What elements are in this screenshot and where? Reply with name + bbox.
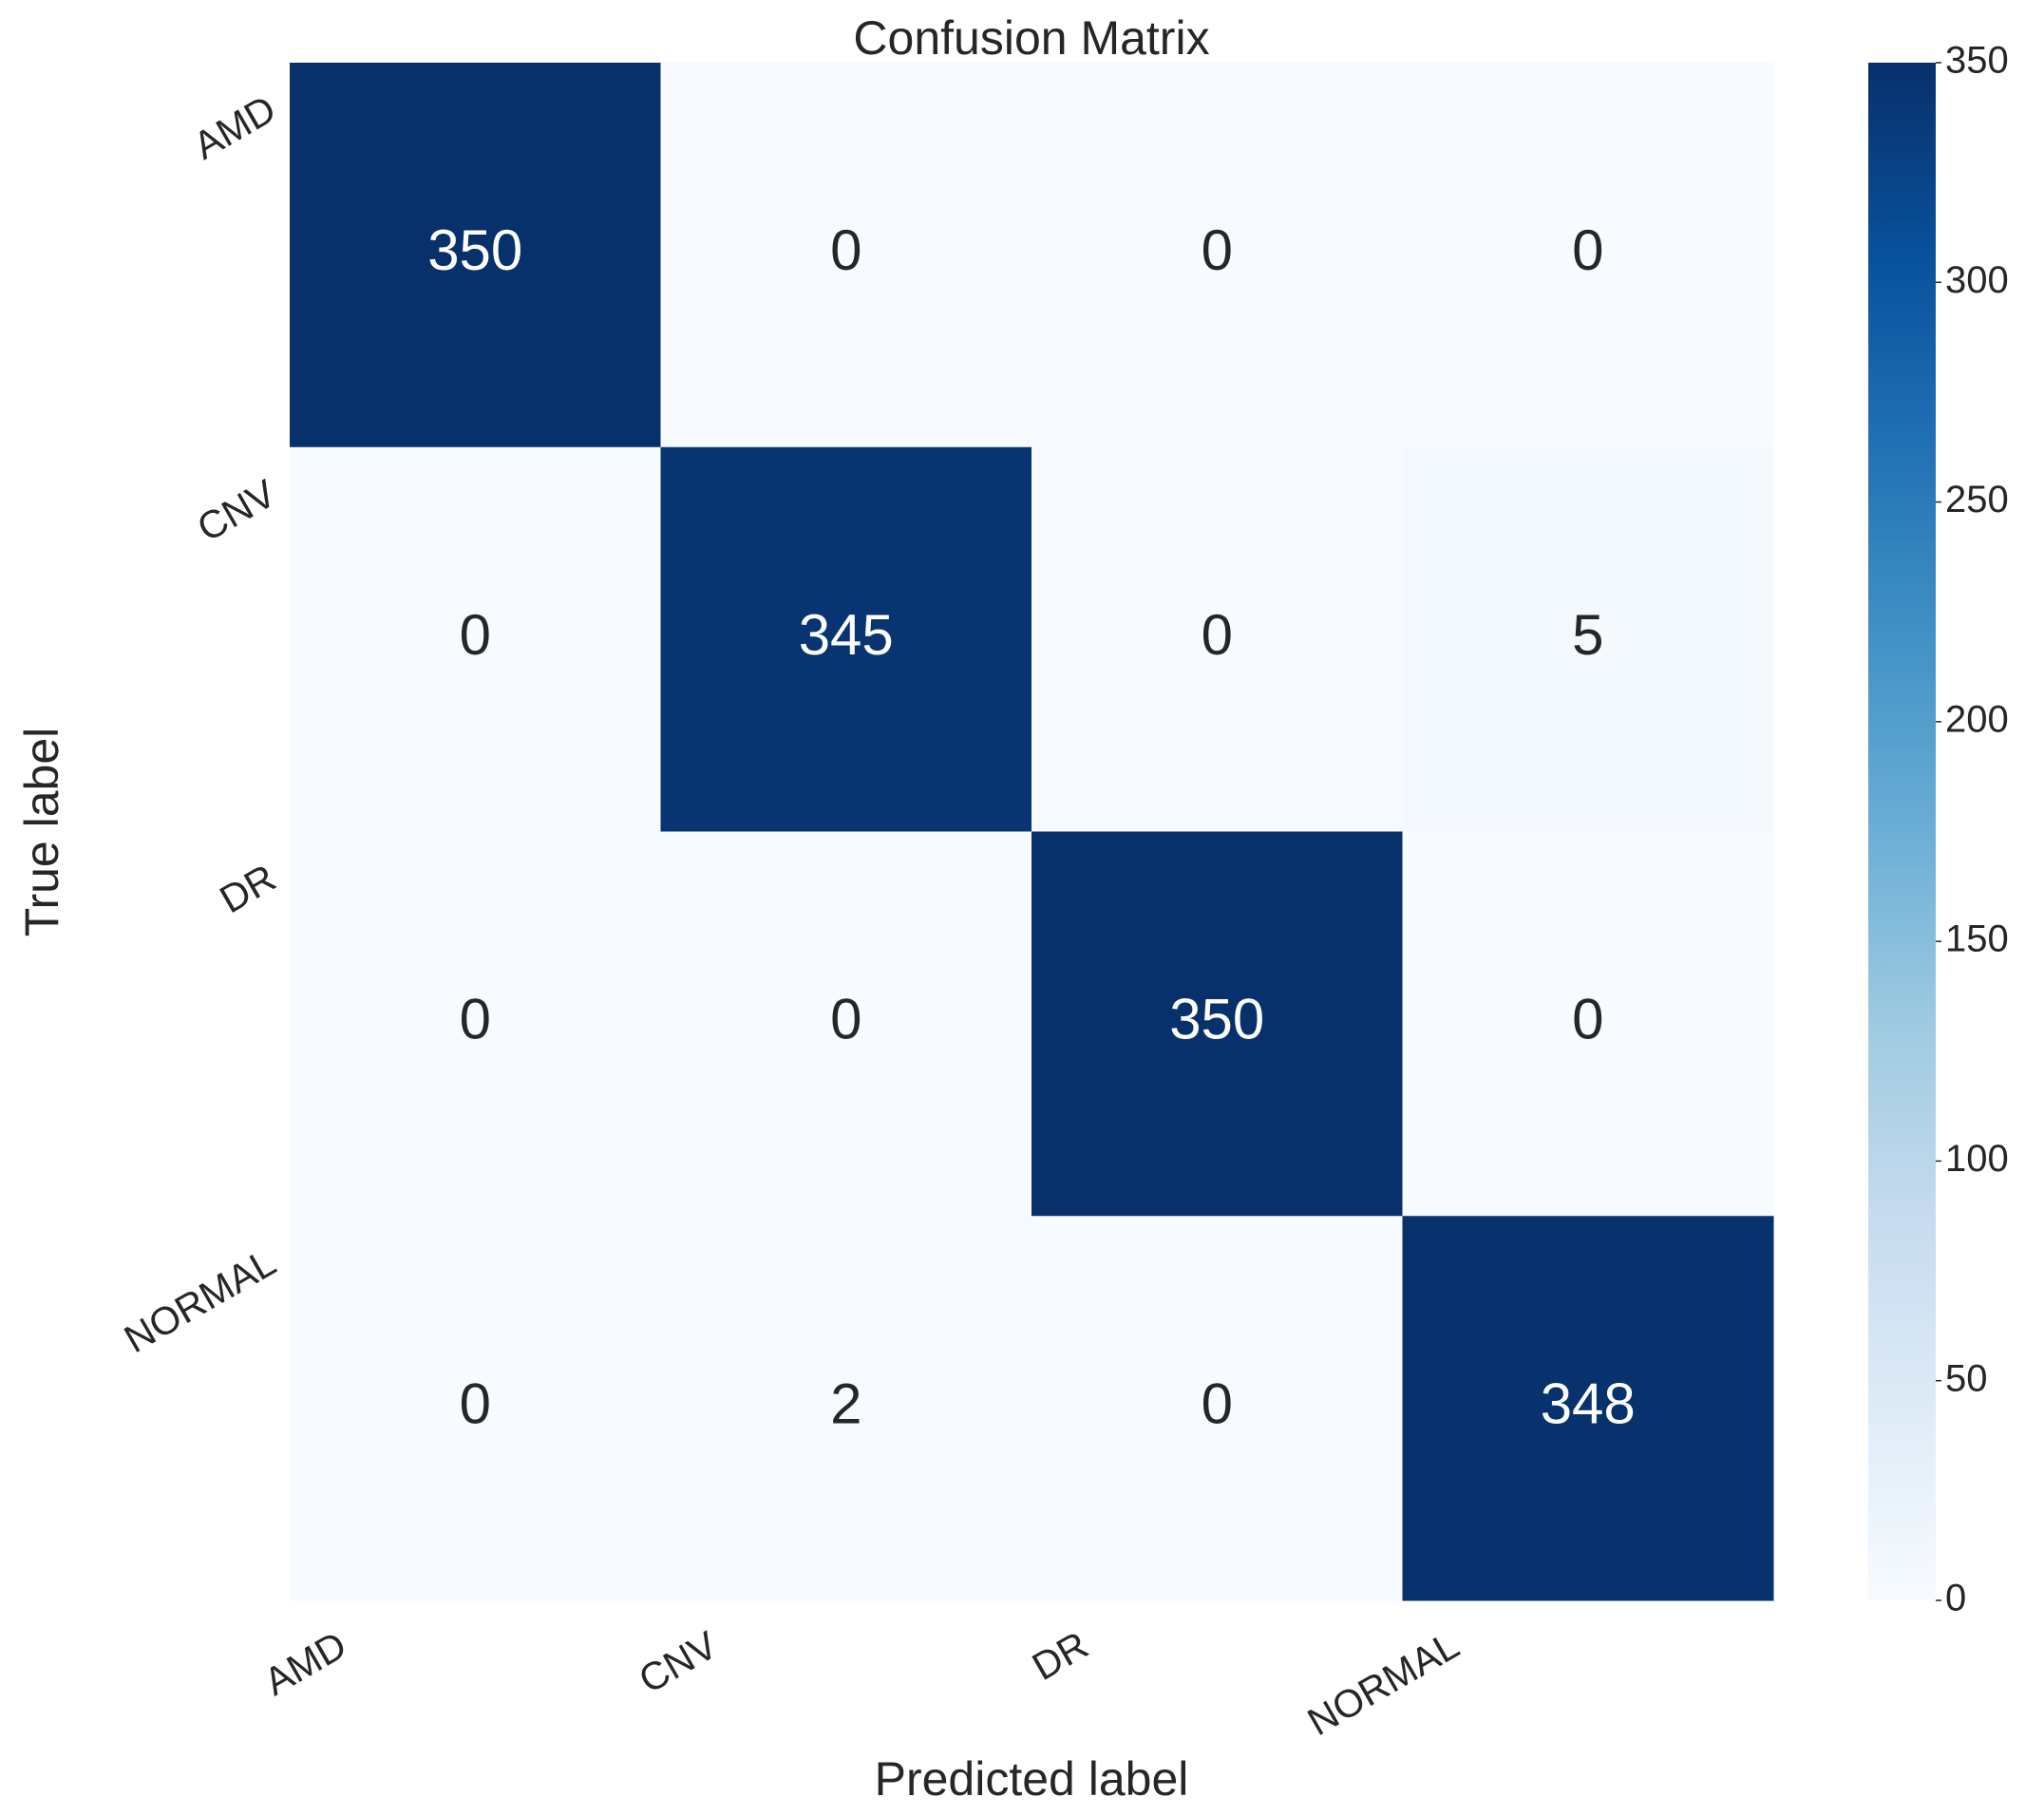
colorbar-tick-label: 250 <box>1945 479 2009 520</box>
chart-title: Confusion Matrix <box>853 11 1209 65</box>
colorbar-tick-label: 50 <box>1945 1357 1988 1399</box>
heatmap-cell <box>660 446 1032 832</box>
colorbar-tick-label: 150 <box>1945 918 2009 960</box>
heatmap-cell <box>1031 1216 1403 1601</box>
cell-label: 0 <box>830 218 861 282</box>
colorbar <box>1868 63 1936 1600</box>
heatmap-cell <box>1402 63 1774 448</box>
cell-label: 350 <box>1169 988 1264 1051</box>
heatmap-cell <box>1402 831 1774 1217</box>
y-tick-label: DR <box>213 856 283 921</box>
colorbar-tick-label: 350 <box>1945 40 2009 82</box>
x-tick-label: NORMAL <box>1300 1623 1467 1745</box>
cell-label: 5 <box>1572 603 1603 667</box>
colorbar-tick-label: 200 <box>1945 698 2009 740</box>
y-tick-label: CNV <box>190 471 284 550</box>
y-axis-label: True label <box>15 728 68 936</box>
cell-label: 0 <box>460 988 491 1051</box>
heatmap-cell <box>290 63 661 448</box>
x-axis-label: Predicted label <box>875 1752 1189 1806</box>
x-tick-label: AMD <box>256 1623 353 1704</box>
heatmap-cell <box>290 831 661 1217</box>
colorbar-tick-label: 100 <box>1945 1138 2009 1180</box>
heatmap-cell <box>660 831 1032 1217</box>
heatmap-cell <box>1031 446 1403 832</box>
x-tick-label: DR <box>1025 1623 1095 1689</box>
cell-label: 0 <box>1572 988 1603 1051</box>
heatmap-cell <box>290 1216 661 1601</box>
cell-label: 0 <box>1202 218 1233 282</box>
cell-label: 348 <box>1541 1371 1636 1435</box>
cell-label: 0 <box>1202 603 1233 667</box>
heatmap-cell <box>1031 63 1403 448</box>
cell-label: 2 <box>830 1371 861 1435</box>
heatmap-cell <box>1402 1216 1774 1601</box>
heatmap-cell <box>660 63 1032 448</box>
y-tick-label: NORMAL <box>117 1240 283 1362</box>
cell-label: 0 <box>1202 1371 1233 1435</box>
heatmap-cell <box>1402 446 1774 832</box>
heatmap-cell <box>660 1216 1032 1601</box>
heatmap-cell <box>290 446 661 832</box>
colorbar-tick-label: 300 <box>1945 259 2009 301</box>
cell-label: 345 <box>799 603 894 667</box>
heatmap-cell <box>1031 831 1403 1217</box>
cell-label: 0 <box>1572 218 1603 282</box>
cell-label: 0 <box>460 603 491 667</box>
cell-label: 0 <box>830 988 861 1051</box>
y-tick-label: AMD <box>186 86 283 167</box>
x-tick-label: CNV <box>632 1622 726 1701</box>
cell-label: 0 <box>460 1371 491 1435</box>
cell-label: 350 <box>427 218 522 282</box>
colorbar-tick-label: 0 <box>1945 1578 1966 1619</box>
